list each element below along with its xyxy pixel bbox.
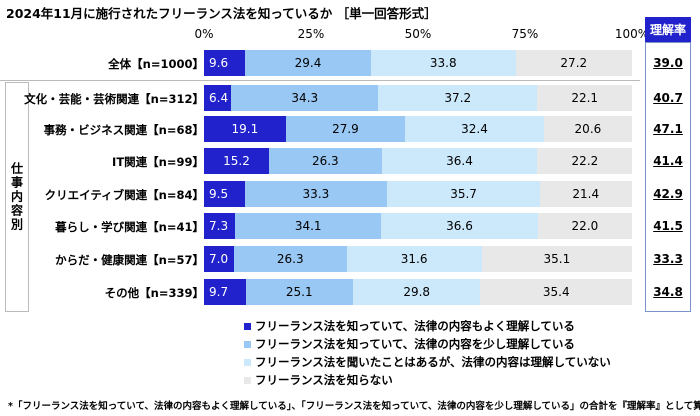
category-label: 暮らし・学び関連【n=41】 [55, 220, 204, 234]
footnote: *「フリーランス法を知っていて、法律の内容もよく理解している」、「フリーランス法… [8, 401, 700, 412]
rate-value: 47.1 [653, 122, 683, 136]
bar-segment: 32.4 [405, 116, 544, 142]
rate-value: 34.8 [653, 285, 683, 299]
tick-label: 100% [614, 27, 650, 41]
rate-value: 42.9 [653, 187, 683, 201]
tick-label: 75% [511, 27, 539, 41]
legend-swatch [244, 340, 251, 348]
bar-segment: 29.8 [352, 279, 481, 305]
bar-segment: 15.2 [204, 148, 270, 174]
bar-segment: 31.6 [346, 246, 482, 272]
bar-segment: 35.7 [387, 181, 540, 207]
bar-segment: 9.7 [204, 279, 246, 305]
category-label: 事務・ビジネス関連【n=68】 [43, 123, 204, 137]
tick-label: 25% [297, 27, 325, 41]
tick-label: 50% [404, 27, 432, 41]
bar-segment: 34.3 [231, 85, 379, 111]
bar-segment: 33.3 [244, 181, 388, 207]
legend-label: フリーランス法を知っていて、法律の内容もよく理解している [255, 319, 575, 333]
bar-segment: 7.0 [204, 246, 234, 272]
chart-title: 2024年11月に施行されたフリーランス法を知っているか ［単一回答形式］ [6, 6, 437, 21]
bar-segment: 6.4 [204, 85, 232, 111]
bar-segment: 22.2 [537, 148, 633, 174]
bar-segment: 36.4 [381, 148, 538, 174]
bar-segment: 22.1 [537, 85, 632, 111]
rate-value: 39.0 [653, 56, 683, 70]
bar-segment: 33.8 [370, 50, 516, 76]
bar-segment: 26.3 [233, 246, 347, 272]
rate-value: 41.4 [653, 154, 683, 168]
bar-segment: 22.0 [537, 213, 632, 239]
legend-label: フリーランス法を聞いたことはあるが、法律の内容は理解していない [255, 355, 611, 369]
legend-label: フリーランス法を知らない [255, 373, 393, 387]
rate-value: 40.7 [653, 91, 683, 105]
legend-item: フリーランス法を知っていて、法律の内容もよく理解している [244, 318, 575, 334]
bar-segment: 9.6 [204, 50, 246, 76]
bar-segment: 7.3 [204, 213, 236, 239]
legend-swatch [244, 358, 251, 366]
category-label: その他【n=339】 [104, 286, 204, 300]
legend-swatch [244, 376, 251, 384]
rate-value: 33.3 [653, 252, 683, 266]
category-label: クリエイティブ関連【n=84】 [44, 188, 204, 202]
category-label: 文化・芸能・芸術関連【n=312】 [24, 92, 204, 106]
category-label: からだ・健康関連【n=57】 [55, 253, 204, 267]
legend-swatch [244, 322, 251, 330]
bar-segment: 34.1 [235, 213, 382, 239]
bar-segment: 9.5 [204, 181, 245, 207]
bar-segment: 25.1 [245, 279, 353, 305]
rate-header: 理解率 [645, 17, 691, 42]
bar-segment: 37.2 [378, 85, 538, 111]
bar-segment: 36.6 [381, 213, 538, 239]
rate-column [645, 42, 691, 312]
legend-item: フリーランス法を聞いたことはあるが、法律の内容は理解していない [244, 354, 611, 370]
bar-segment: 27.2 [515, 50, 632, 76]
group-label: 仕事内容別 [5, 82, 29, 312]
bar-segment: 19.1 [204, 116, 286, 142]
bar-segment: 27.9 [285, 116, 406, 142]
category-label: IT関連【n=99】 [112, 155, 204, 169]
bar-segment: 29.4 [245, 50, 371, 76]
rate-value: 41.5 [653, 219, 683, 233]
bar-segment: 21.4 [539, 181, 632, 207]
legend-label: フリーランス法を知っていて、法律の内容を少し理解している [255, 337, 575, 351]
category-label: 全体【n=1000】 [108, 57, 204, 71]
divider [0, 80, 640, 81]
legend-item: フリーランス法を知らない [244, 372, 393, 388]
bar-segment: 35.1 [481, 246, 632, 272]
bar-segment: 26.3 [269, 148, 382, 174]
legend-item: フリーランス法を知っていて、法律の内容を少し理解している [244, 336, 575, 352]
bar-segment: 35.4 [480, 279, 632, 305]
tick-label: 0% [194, 27, 214, 41]
bar-segment: 20.6 [543, 116, 632, 142]
